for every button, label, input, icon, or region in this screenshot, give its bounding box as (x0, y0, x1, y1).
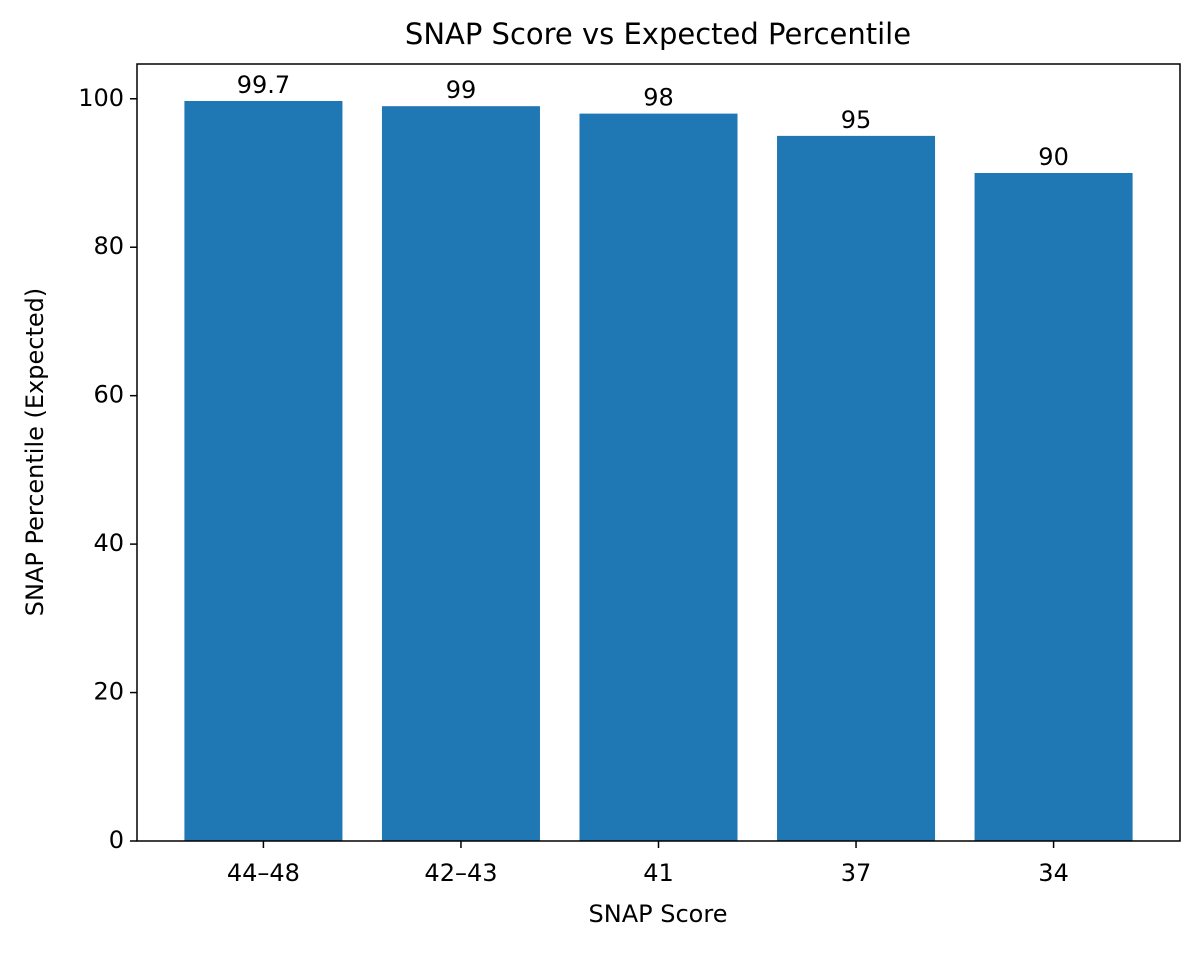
y-tick-label: 80 (93, 232, 124, 260)
bar-value-label: 99 (446, 76, 477, 104)
bar-value-label: 98 (643, 84, 674, 112)
bar-value-label: 99.7 (237, 71, 290, 99)
chart-title: SNAP Score vs Expected Percentile (405, 17, 911, 51)
y-tick-label: 0 (109, 826, 124, 854)
x-tick-label: 34 (1038, 859, 1069, 887)
y-tick-label: 40 (93, 529, 124, 557)
x-tick-label: 41 (643, 859, 674, 887)
bar-value-label: 95 (841, 106, 872, 134)
y-tick-label: 100 (78, 84, 124, 112)
bar (974, 172, 1133, 842)
x-tick-label: 44–48 (227, 859, 300, 887)
bar (579, 113, 738, 841)
x-tick-label: 42–43 (424, 859, 497, 887)
bar (381, 106, 540, 842)
bar (777, 135, 936, 842)
plot-frame (136, 63, 1181, 842)
x-tick-label: 37 (841, 859, 872, 887)
y-tick-label: 60 (93, 381, 124, 409)
y-tick-label: 20 (93, 678, 124, 706)
x-axis-label: SNAP Score (589, 900, 728, 928)
bar-value-label: 90 (1038, 143, 1069, 171)
bar (184, 101, 343, 841)
y-axis-label: SNAP Percentile (Expected) (21, 288, 49, 616)
